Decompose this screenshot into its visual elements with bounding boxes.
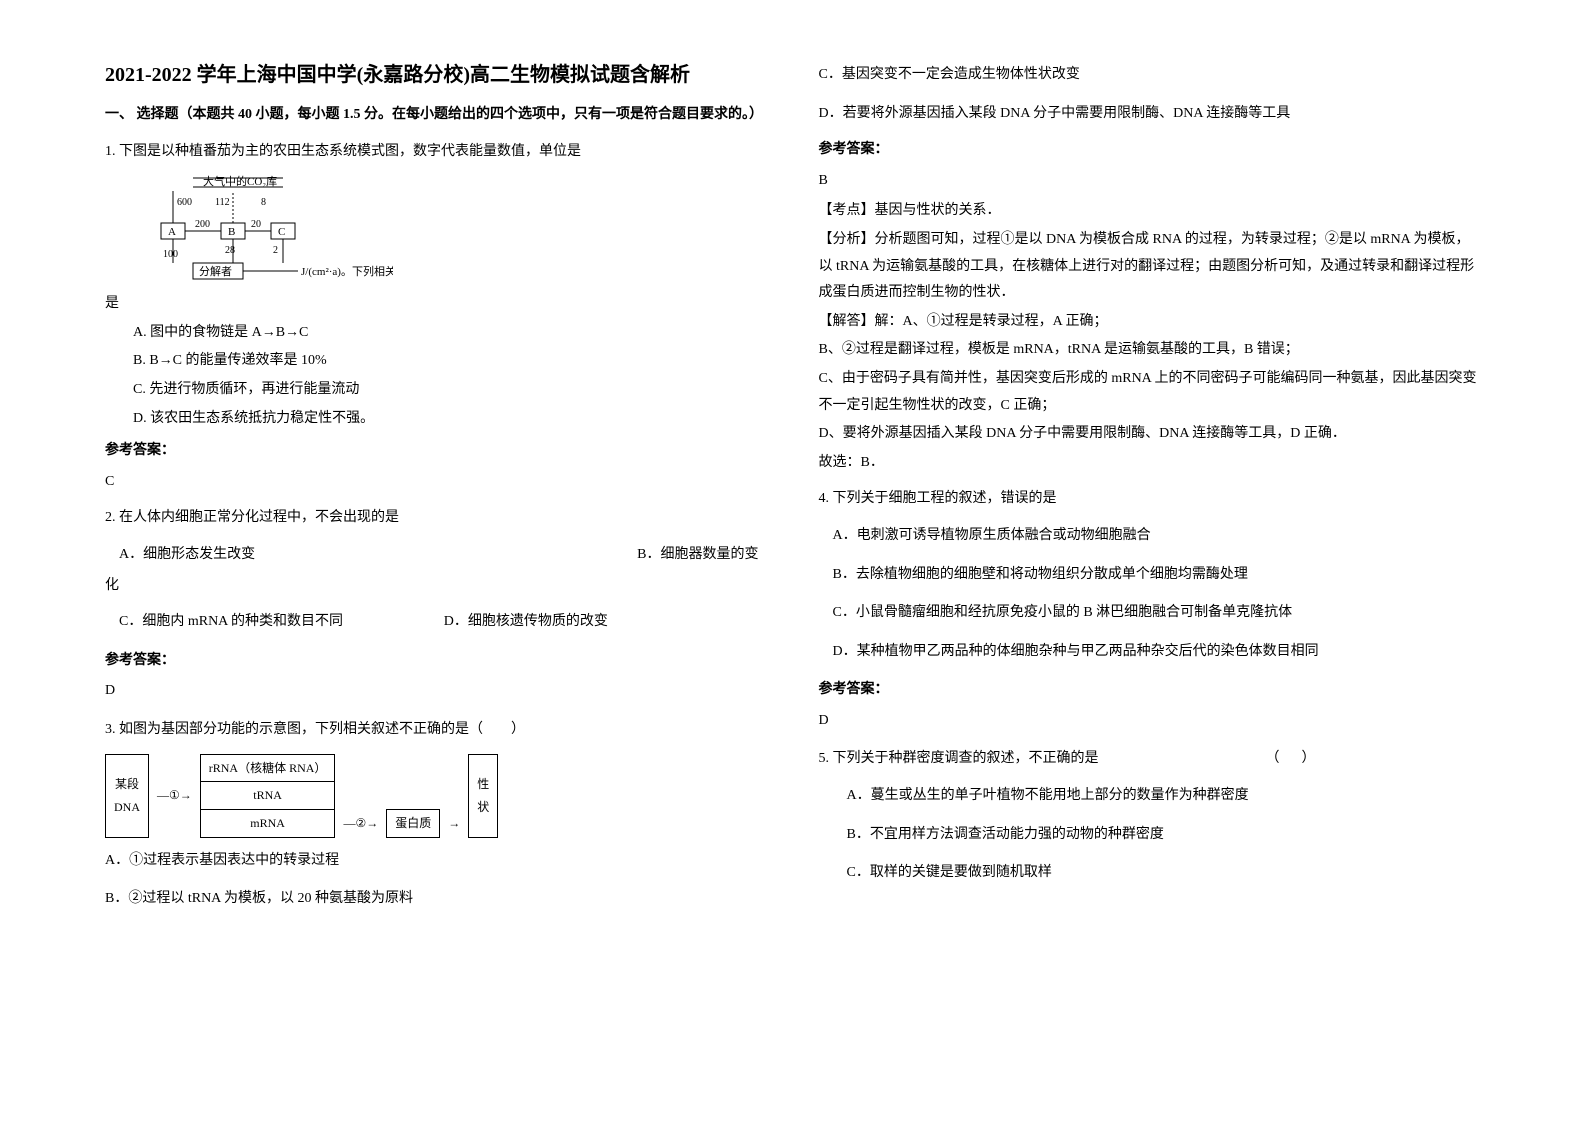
q5-paren: （ ） bbox=[1266, 751, 1320, 766]
eco-8: 8 bbox=[261, 197, 266, 208]
q2-opt-b: B．细胞器数量的变 bbox=[439, 542, 769, 569]
q2-text: 在人体内细胞正常分化过程中，不会出现的是 bbox=[119, 510, 399, 525]
q3-exp1: 【考点】基因与性状的关系． bbox=[819, 198, 1483, 225]
q1-text: 下图是以种植番茄为主的农田生态系统模式图，数字代表能量数值，单位是 bbox=[119, 144, 581, 159]
arrow-2: —②→ bbox=[343, 816, 378, 830]
q4-opt-c: C．小鼠骨髓瘤细胞和经抗原免疫小鼠的 B 淋巴细胞融合可制备单克隆抗体 bbox=[819, 600, 1483, 627]
q5-opt-c: C．取样的关键是要做到随机取样 bbox=[819, 860, 1483, 887]
section-header: 一、 选择题（本题共 40 小题，每小题 1.5 分。在每小题给出的四个选项中，… bbox=[105, 102, 769, 129]
q3-exp5: C、由于密码子具有简并性，基因突变后形成的 mRNA 上的不同密码子可能编码同一… bbox=[819, 366, 1483, 419]
eco-200: 200 bbox=[195, 219, 210, 230]
question-2: 2. 在人体内细胞正常分化过程中，不会出现的是 bbox=[105, 505, 769, 532]
eco-b: B bbox=[228, 226, 235, 238]
eco-a: A bbox=[168, 226, 176, 238]
q3-opt-b: B．②过程以 tRNA 为模板，以 20 种氨基酸为原料 bbox=[105, 886, 769, 913]
q3-num: 3. bbox=[105, 722, 116, 737]
dna-protein: 蛋白质 bbox=[387, 810, 440, 838]
question-5: 5. 下列关于种群密度调查的叙述，不正确的是 （ ） bbox=[819, 746, 1483, 773]
q1-cont: 是 bbox=[105, 291, 769, 318]
q4-ans: D bbox=[819, 708, 1483, 735]
q3-exp4: B、②过程是翻译过程，模板是 mRNA，tRNA 是运输氨基酸的工具，B 错误； bbox=[819, 337, 1483, 364]
q1-ans: C bbox=[105, 469, 769, 496]
dna-left: 某段DNA bbox=[106, 754, 149, 837]
q2-opt-a: A．细胞形态发生改变 bbox=[119, 542, 439, 569]
question-4: 4. 下列关于细胞工程的叙述，错误的是 bbox=[819, 486, 1483, 513]
q3-opt-d: D．若要将外源基因插入某段 DNA 分子中需要用限制酶、DNA 连接酶等工具 bbox=[819, 101, 1483, 128]
question-3: 3. 如图为基因部分功能的示意图，下列相关叙述不正确的是（ ） bbox=[105, 717, 769, 744]
q3-ans: B bbox=[819, 168, 1483, 195]
eco-unit: J/(cm²·a)。下列相关叙述错误的 bbox=[301, 264, 393, 278]
q2-opt-b-cont: 化 bbox=[105, 573, 769, 600]
q4-ans-label: 参考答案： bbox=[819, 677, 1483, 704]
q3-text: 如图为基因部分功能的示意图，下列相关叙述不正确的是（ ） bbox=[119, 722, 525, 737]
question-1: 1. 下图是以种植番茄为主的农田生态系统模式图，数字代表能量数值，单位是 bbox=[105, 139, 769, 166]
arrow-3: → bbox=[448, 816, 460, 830]
q3-opt-c: C．基因突变不一定会造成生物体性状改变 bbox=[819, 62, 1483, 89]
dna-mrna: mRNA bbox=[200, 810, 335, 838]
eco-svg: 大气中的CO₂库 600 112 8 A B C 200 20 100 28 bbox=[133, 173, 393, 283]
q4-opt-a: A．电刺激可诱导植物原生质体融合或动物细胞融合 bbox=[819, 523, 1483, 550]
q3-exp6: D、要将外源基因插入某段 DNA 分子中需要用限制酶、DNA 连接酶等工具，D … bbox=[819, 421, 1483, 448]
q2-opt-d: D．细胞核遗传物质的改变 bbox=[444, 609, 769, 636]
q3-diagram: 某段DNA —①→ rRNA（核糖体 RNA） 性状 tRNA mRNA —②→… bbox=[105, 754, 769, 838]
q3-ans-label: 参考答案： bbox=[819, 137, 1483, 164]
q5-num: 5. bbox=[819, 751, 830, 766]
eco-2: 2 bbox=[273, 245, 278, 256]
q4-opt-b: B．去除植物细胞的细胞壁和将动物组织分散成单个细胞均需酶处理 bbox=[819, 562, 1483, 589]
eco-c: C bbox=[278, 226, 285, 238]
q3-exp3: 【解答】解：A、①过程是转录过程，A 正确； bbox=[819, 309, 1483, 336]
q1-opt-b: B. B→C 的能量传递效率是 10% bbox=[133, 348, 769, 375]
q2-num: 2. bbox=[105, 510, 116, 525]
eco-20: 20 bbox=[251, 219, 261, 230]
eco-112: 112 bbox=[215, 197, 230, 208]
q2-opt-c: C．细胞内 mRNA 的种类和数目不同 bbox=[119, 609, 444, 636]
q1-diagram: 大气中的CO₂库 600 112 8 A B C 200 20 100 28 bbox=[133, 173, 769, 283]
q5-text: 下列关于种群密度调查的叙述，不正确的是 bbox=[833, 751, 1099, 766]
q1-opt-c: C. 先进行物质循环，再进行能量流动 bbox=[133, 377, 769, 404]
q1-ans-label: 参考答案： bbox=[105, 438, 769, 465]
dna-trait: 性状 bbox=[469, 754, 498, 837]
q5-opt-b: B．不宜用样方法调查活动能力强的动物的种群密度 bbox=[819, 822, 1483, 849]
q2-ans: D bbox=[105, 678, 769, 705]
q3-opt-a: A．①过程表示基因表达中的转录过程 bbox=[105, 848, 769, 875]
eco-top: 大气中的CO₂库 bbox=[203, 174, 277, 188]
eco-600: 600 bbox=[177, 197, 192, 208]
q4-opt-d: D．某种植物甲乙两品种的体细胞杂种与甲乙两品种杂交后代的染色体数目相同 bbox=[819, 639, 1483, 666]
q2-ans-label: 参考答案： bbox=[105, 648, 769, 675]
q4-num: 4. bbox=[819, 491, 830, 506]
q1-opt-a: A. 图中的食物链是 A→B→C bbox=[133, 320, 769, 347]
dna-rrna: rRNA（核糖体 RNA） bbox=[200, 754, 335, 782]
eco-decomp: 分解者 bbox=[199, 264, 232, 278]
q3-exp2: 【分析】分析题图可知，过程①是以 DNA 为模板合成 RNA 的过程，为转录过程… bbox=[819, 227, 1483, 307]
q1-opt-d: D. 该农田生态系统抵抗力稳定性不强。 bbox=[133, 406, 769, 433]
dna-trna: tRNA bbox=[200, 782, 335, 810]
q4-text: 下列关于细胞工程的叙述，错误的是 bbox=[833, 491, 1057, 506]
q1-num: 1. bbox=[105, 144, 116, 159]
q5-opt-a: A．蔓生或丛生的单子叶植物不能用地上部分的数量作为种群密度 bbox=[819, 783, 1483, 810]
q3-exp7: 故选：B． bbox=[819, 450, 1483, 477]
arrow-1: —①→ bbox=[157, 788, 192, 802]
exam-title: 2021-2022 学年上海中国中学(永嘉路分校)高二生物模拟试题含解析 bbox=[105, 60, 769, 90]
eco-100: 100 bbox=[163, 249, 178, 260]
